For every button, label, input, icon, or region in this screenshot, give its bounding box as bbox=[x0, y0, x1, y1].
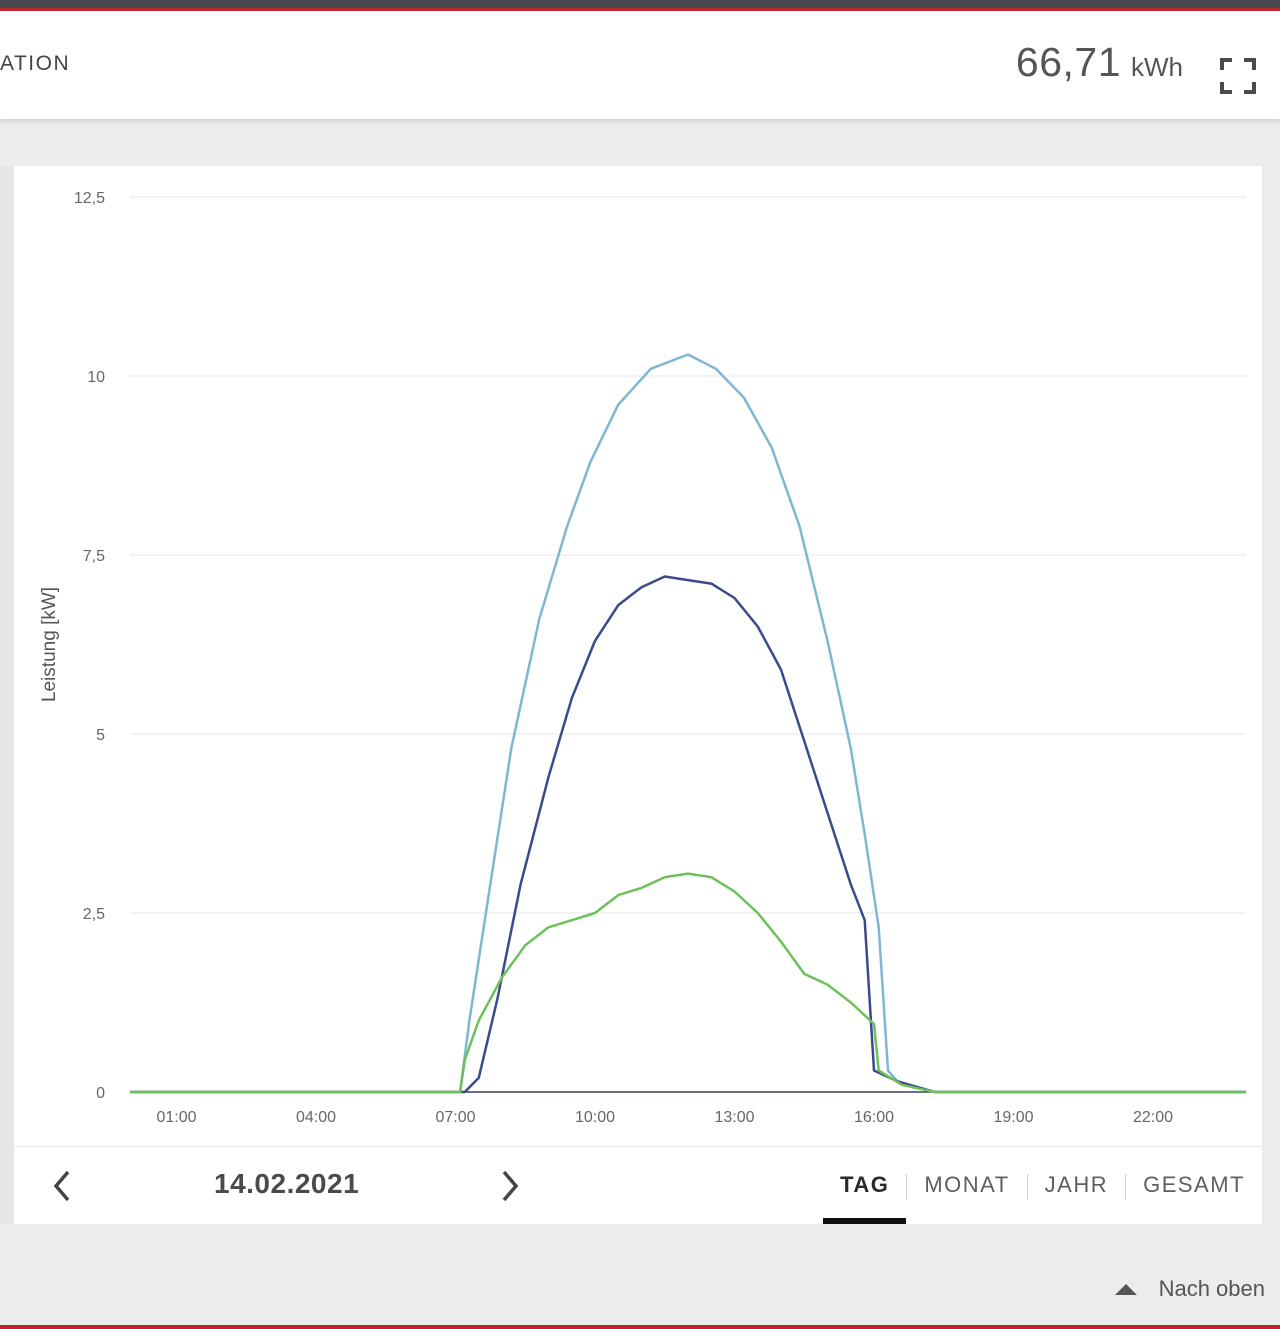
series-line-3 bbox=[130, 872, 1246, 1094]
tab-monat[interactable]: MONAT bbox=[924, 1172, 1010, 1197]
header-bar: ATION 66,71 kWh bbox=[0, 11, 1280, 119]
y-tick-labels: 0 2,5 5 7,5 10 12,5 bbox=[74, 190, 105, 1102]
x-tick-labels: 01:00 04:00 07:00 10:00 13:00 16:00 19:00 22:00 bbox=[156, 1109, 1173, 1126]
y-tick-label: 0 bbox=[96, 1085, 105, 1102]
triangle-up-icon bbox=[1114, 1283, 1137, 1295]
next-date-button[interactable] bbox=[490, 1166, 530, 1206]
x-tick-label: 01:00 bbox=[156, 1109, 196, 1126]
top-bar bbox=[0, 0, 1280, 8]
prev-date-button[interactable] bbox=[42, 1166, 82, 1206]
x-tick-label: 19:00 bbox=[993, 1109, 1033, 1126]
series-line-2 bbox=[130, 575, 1246, 1094]
tab-jahr[interactable]: JAHR bbox=[1044, 1172, 1109, 1197]
power-chart: 0 2,5 5 7,5 10 12,5 01:00 04:00 07:00 10:00 13:00… bbox=[39, 190, 1246, 1126]
y-tick-label: 10 bbox=[87, 369, 105, 386]
series-line-1 bbox=[130, 353, 1246, 1094]
period-tabs: TAG MONAT JAHR GESAMT bbox=[823, 1162, 1262, 1224]
grid-layer bbox=[130, 196, 1246, 1093]
chevron-right-icon bbox=[502, 1170, 519, 1202]
left-panel-edge bbox=[0, 166, 14, 1224]
x-tick-label: 07:00 bbox=[435, 1109, 475, 1126]
chevron-left-icon bbox=[53, 1170, 70, 1202]
header-title: ATION bbox=[0, 52, 71, 75]
tab-separator bbox=[906, 1174, 908, 1200]
back-to-top-label: Nach oben bbox=[1158, 1276, 1265, 1301]
back-to-top-link[interactable]: Nach oben bbox=[1114, 1276, 1265, 1302]
bottom-accent-line bbox=[0, 1325, 1280, 1329]
chart-divider bbox=[14, 1146, 1262, 1147]
x-tick-label: 16:00 bbox=[854, 1109, 894, 1126]
fullscreen-icon[interactable] bbox=[1220, 58, 1256, 94]
x-tick-label: 10:00 bbox=[575, 1109, 615, 1126]
energy-unit: kWh bbox=[1131, 52, 1183, 82]
series-layer bbox=[130, 353, 1246, 1094]
y-axis-label: Leistung [kW] bbox=[39, 587, 60, 702]
y-tick-label: 7,5 bbox=[83, 548, 105, 565]
y-tick-label: 12,5 bbox=[74, 190, 105, 207]
top-accent-line bbox=[0, 8, 1280, 11]
tab-gesamt[interactable]: GESAMT bbox=[1143, 1172, 1245, 1197]
tab-tag[interactable]: TAG bbox=[823, 1162, 907, 1224]
x-tick-label: 13:00 bbox=[714, 1109, 754, 1126]
y-tick-label: 5 bbox=[96, 727, 105, 744]
tab-separator bbox=[1026, 1174, 1028, 1200]
tab-separator bbox=[1125, 1174, 1127, 1200]
chart-panel: 0 2,5 5 7,5 10 12,5 01:00 04:00 07:00 10:00 13:00… bbox=[14, 166, 1262, 1224]
current-date[interactable]: 14.02.2021 bbox=[214, 1168, 360, 1199]
energy-total: 66,71 kWh bbox=[1016, 39, 1183, 86]
y-tick-label: 2,5 bbox=[83, 906, 105, 923]
x-tick-label: 22:00 bbox=[1133, 1109, 1173, 1126]
energy-value: 66,71 bbox=[1015, 39, 1121, 85]
x-tick-label: 04:00 bbox=[296, 1109, 336, 1126]
